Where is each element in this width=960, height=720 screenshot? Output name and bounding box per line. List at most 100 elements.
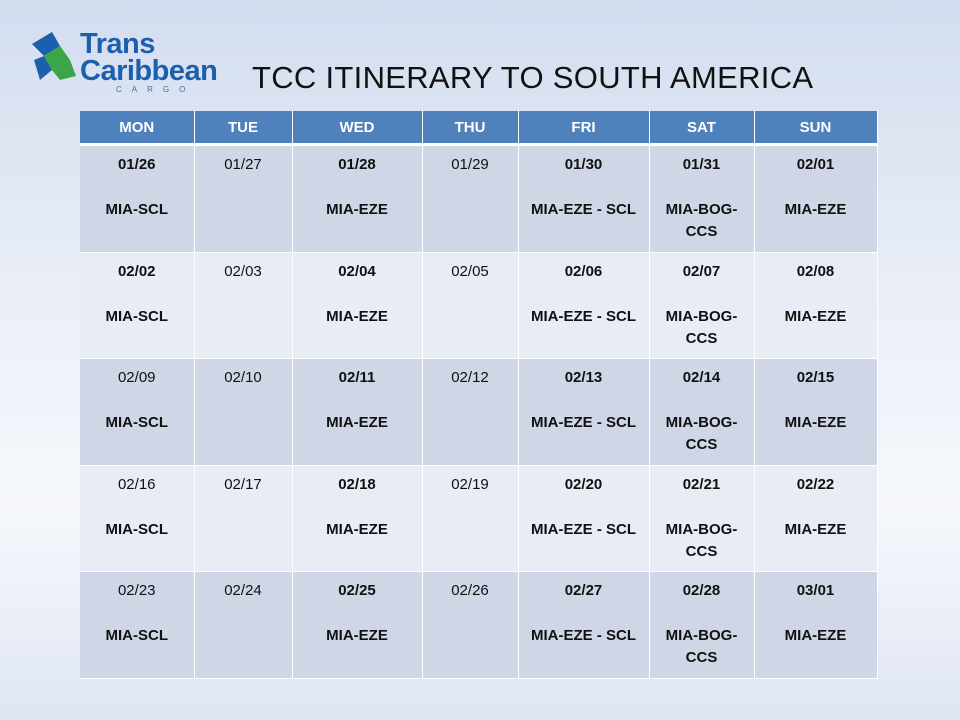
cell-date: 02/19 <box>451 475 489 493</box>
day-cell: 01/26 MIA-SCL <box>80 144 195 253</box>
cell-route: MIA-EZE <box>326 520 388 538</box>
cell-date: 01/26 <box>117 156 156 173</box>
day-cell: 02/25 MIA-EZE <box>292 571 423 679</box>
cell-route: MIA-EZE - SCL <box>531 307 636 325</box>
cell-date: 01/27 <box>224 156 262 173</box>
logo-text-cargo: CARGO <box>116 85 196 94</box>
cell-route: MIA-SCL <box>105 627 169 645</box>
cell-date: 02/10 <box>224 369 262 387</box>
cell-date: 02/21 <box>682 475 721 493</box>
cell-date: 02/05 <box>451 262 489 280</box>
day-cell: 02/24 <box>194 571 293 679</box>
cell-date: 02/09 <box>117 369 156 387</box>
cell-route: MIA-BOG-CCS <box>665 520 738 560</box>
day-cell: 02/19 <box>422 465 519 573</box>
day-cell: 02/11 MIA-EZE <box>292 358 423 466</box>
day-cell: 02/02 MIA-SCL <box>80 252 195 360</box>
cell-date: 02/06 <box>564 262 603 280</box>
itinerary-table: MON TUE WED THU FRI SAT SUN 01/26 MIA-SCL… <box>80 111 878 679</box>
day-header: SAT <box>649 111 755 146</box>
cell-date: 02/03 <box>224 262 262 280</box>
cell-date: 02/18 <box>338 475 376 493</box>
cell-date: 02/12 <box>451 369 489 387</box>
logo-text-caribbean: Caribbean <box>80 55 218 87</box>
day-cell: 02/10 <box>194 358 293 466</box>
cell-route: MIA-SCL <box>105 414 169 432</box>
page-title: TCC ITINERARY TO SOUTH AMERICA <box>252 60 814 95</box>
cell-date: 01/29 <box>451 156 489 173</box>
week-row: 02/02 MIA-SCL 02/03 02/04 MIA-EZE 02/05 02/06 M… <box>80 252 878 360</box>
cell-date: 02/08 <box>796 262 835 280</box>
cell-route: MIA-BOG-CCS <box>665 201 738 240</box>
cell-date: 02/07 <box>682 262 721 280</box>
day-cell: 02/28 MIA-BOG-CCS <box>649 571 755 679</box>
day-cell: 02/08 MIA-EZE <box>754 252 878 360</box>
day-cell: 02/03 <box>194 252 293 360</box>
cell-date: 02/17 <box>224 475 262 493</box>
day-cell: 03/01 MIA-EZE <box>754 571 878 679</box>
week-row: 02/09 MIA-SCL 02/10 02/11 MIA-EZE 02/12 02/13 M… <box>80 358 878 466</box>
cell-date: 02/26 <box>451 582 489 600</box>
itinerary-body: 01/26 MIA-SCL 01/27 01/28 MIA-EZE 01/29 01/30 M… <box>80 144 878 679</box>
day-header: WED <box>292 111 423 146</box>
day-cell: 02/05 <box>422 252 519 360</box>
day-header: FRI <box>518 111 650 146</box>
day-header: SUN <box>754 111 878 146</box>
cell-date: 02/24 <box>224 582 262 600</box>
day-header: MON <box>80 111 195 146</box>
day-cell: 02/15 MIA-EZE <box>754 358 878 466</box>
cell-date: 02/22 <box>796 475 835 493</box>
cell-date: 02/11 <box>338 369 376 387</box>
cell-route: MIA-SCL <box>105 201 169 218</box>
day-cell: 02/09 MIA-SCL <box>80 358 195 466</box>
cell-route: MIA-EZE <box>326 627 388 645</box>
cell-route: MIA-BOG-CCS <box>665 627 738 667</box>
cell-date: 02/02 <box>117 262 156 280</box>
day-cell: 02/22 MIA-EZE <box>754 465 878 573</box>
day-cell: 02/01 MIA-EZE <box>754 144 878 253</box>
day-cell: 02/17 <box>194 465 293 573</box>
cell-route: MIA-SCL <box>105 307 169 325</box>
cell-date: 01/28 <box>338 156 376 173</box>
day-cell: 02/18 MIA-EZE <box>292 465 423 573</box>
day-cell: 01/30 MIA-EZE - SCL <box>518 144 650 253</box>
cell-date: 01/31 <box>682 156 721 173</box>
day-cell: 02/06 MIA-EZE - SCL <box>518 252 650 360</box>
cell-route: MIA-EZE - SCL <box>531 627 636 645</box>
day-cell: 02/27 MIA-EZE - SCL <box>518 571 650 679</box>
day-header: TUE <box>194 111 293 146</box>
cell-route: MIA-EZE <box>326 307 388 325</box>
cell-date: 02/25 <box>338 582 376 600</box>
cell-route: MIA-EZE <box>784 201 847 218</box>
cell-route: MIA-EZE <box>326 201 388 218</box>
cell-date: 02/27 <box>564 582 603 600</box>
cell-date: 03/01 <box>796 582 835 600</box>
day-cell: 02/13 MIA-EZE - SCL <box>518 358 650 466</box>
cell-route: MIA-EZE <box>784 307 847 325</box>
cell-date: 02/15 <box>796 369 835 387</box>
week-row: 01/26 MIA-SCL 01/27 01/28 MIA-EZE 01/29 01/30 M… <box>80 144 878 253</box>
cell-date: 02/28 <box>682 582 721 600</box>
day-cell: 01/27 <box>194 144 293 253</box>
day-cell: 01/31 MIA-BOG-CCS <box>649 144 755 253</box>
cell-route: MIA-SCL <box>105 520 169 538</box>
cell-route: MIA-EZE <box>784 414 847 432</box>
day-cell: 02/12 <box>422 358 519 466</box>
cell-date: 02/20 <box>564 475 603 493</box>
cell-route: MIA-EZE - SCL <box>531 414 636 432</box>
day-cell: 02/14 MIA-BOG-CCS <box>649 358 755 466</box>
day-cell: 02/16 MIA-SCL <box>80 465 195 573</box>
logo-text-trans: Trans <box>80 28 155 60</box>
table-header-row: MON TUE WED THU FRI SAT SUN <box>80 111 878 146</box>
day-cell: 01/29 <box>422 144 519 253</box>
logo-mark-icon <box>32 32 76 80</box>
cell-route: MIA-EZE <box>784 627 847 645</box>
day-cell: 01/28 MIA-EZE <box>292 144 423 253</box>
cell-route: MIA-BOG-CCS <box>665 414 738 454</box>
cell-date: 02/16 <box>117 475 156 493</box>
week-row: 02/16 MIA-SCL 02/17 02/18 MIA-EZE 02/19 02/20 M… <box>80 465 878 573</box>
cell-route: MIA-BOG-CCS <box>665 307 738 347</box>
cell-date: 02/23 <box>117 582 156 600</box>
cell-route: MIA-EZE - SCL <box>531 201 636 218</box>
cell-route: MIA-EZE <box>326 414 388 432</box>
